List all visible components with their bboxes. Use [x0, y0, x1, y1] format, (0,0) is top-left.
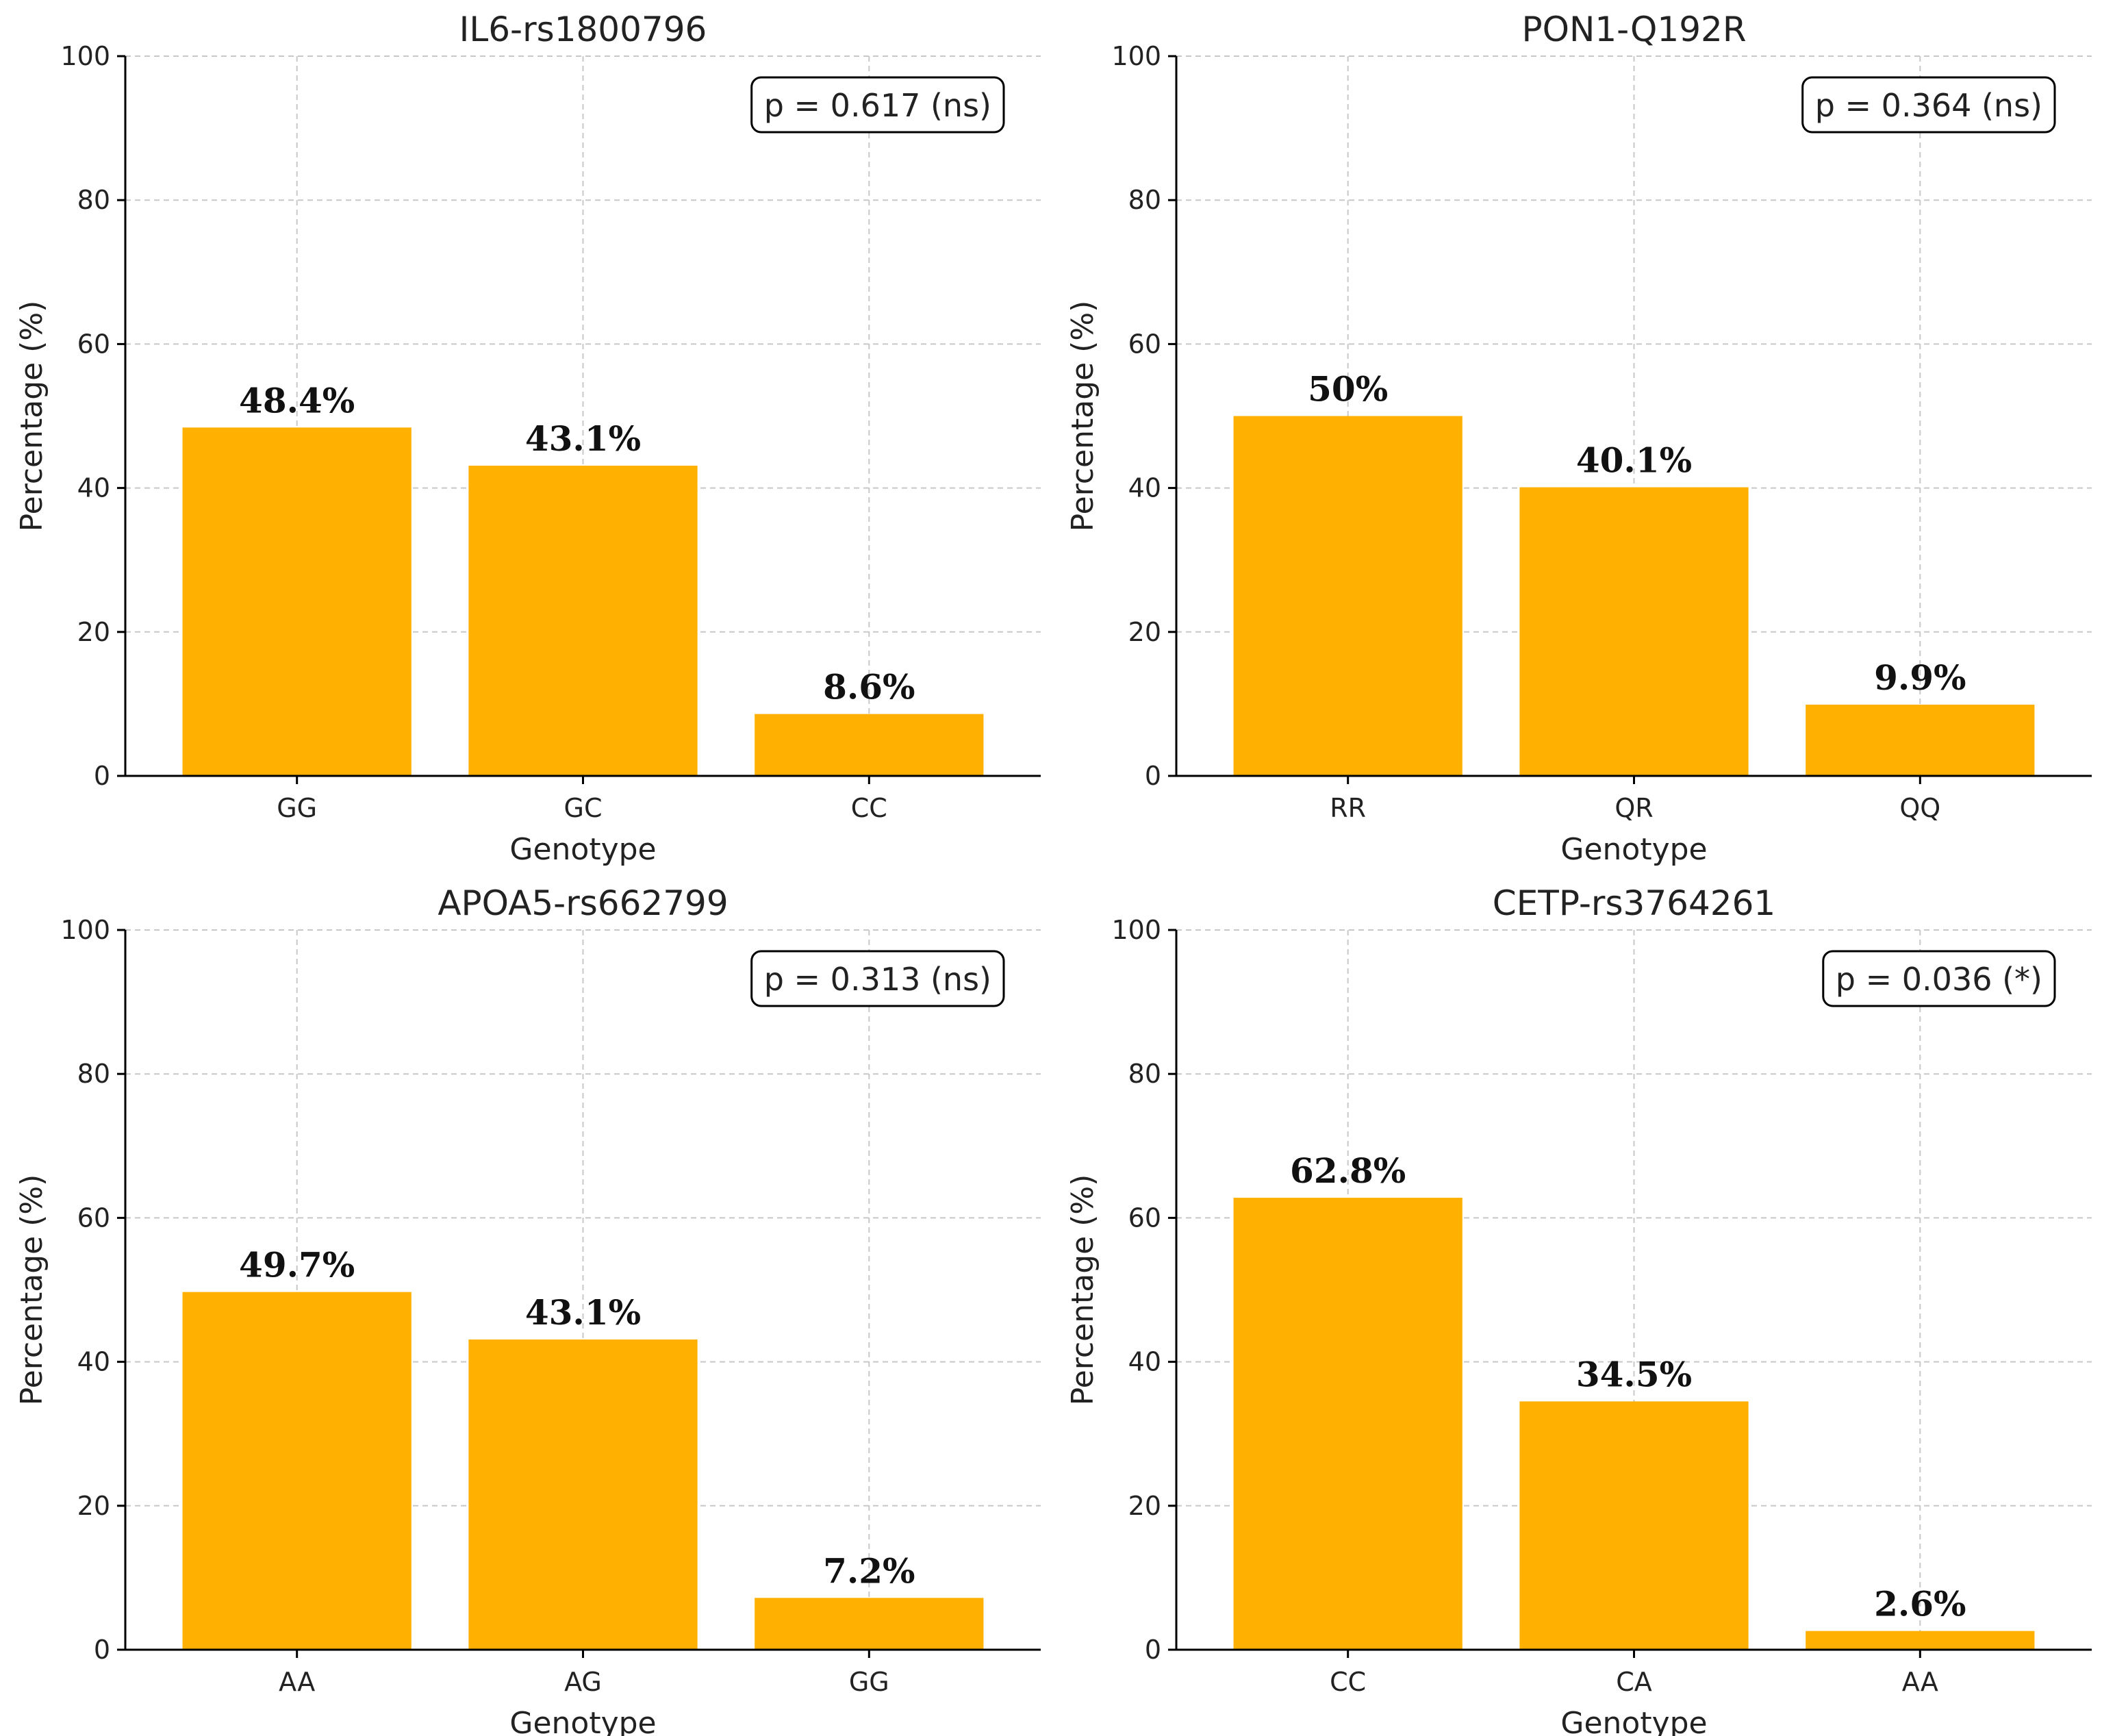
data-label: 62.8% [1290, 1150, 1406, 1191]
p-value-text: p = 0.364 (ns) [1815, 87, 2042, 124]
bar-aa [1806, 1631, 2035, 1650]
chart-title: CETP-rs3764261 [1493, 883, 1775, 923]
y-tick-label: 20 [1128, 1491, 1161, 1521]
data-label: 48.4% [239, 380, 355, 420]
x-tick-label: CA [1616, 1667, 1652, 1697]
p-value-annotation: p = 0.036 (*) [1822, 950, 2056, 1007]
chart-panel-2: 0 20 40 60 80 100 RR QR QQ 50% 40.1% 9.9% PON1-Q192R… [1065, 10, 2092, 867]
y-tick-label: 20 [1128, 617, 1161, 647]
p-value-annotation: p = 0.617 (ns) [750, 76, 1005, 134]
x-tick-label: QR [1615, 793, 1653, 823]
bar-aa [182, 1292, 411, 1650]
y-tick-label: 40 [1128, 473, 1161, 503]
chart-title: PON1-Q192R [1521, 10, 1746, 49]
chart-panel-4: 0 20 40 60 80 100 CC CA AA 62.8% 34.5% 2.6% CETP-rs3… [1065, 883, 2092, 1736]
data-label: 43.1% [525, 418, 641, 459]
x-tick-label: GC [564, 793, 603, 823]
p-value-box [1822, 950, 2056, 1007]
p-value-text: p = 0.617 (ns) [764, 87, 991, 124]
y-tick-label: 100 [60, 41, 110, 71]
y-tick-label: 80 [1128, 1059, 1161, 1089]
y-tick-label: 0 [94, 1635, 110, 1665]
bar-cc [1233, 1197, 1462, 1650]
x-axis-label: Genotype [1560, 832, 1707, 867]
data-label: 40.1% [1576, 440, 1692, 481]
y-tick-label: 80 [77, 1059, 110, 1089]
x-tick-label: AG [564, 1667, 602, 1697]
chart-panel-1: 0 20 40 60 80 100 GG GC CC 48.4% 43.1% 8.6% IL6-rs18… [14, 10, 1041, 867]
y-tick-label: 100 [1111, 41, 1161, 71]
bar-qr [1519, 487, 1749, 776]
data-label: 43.1% [525, 1292, 641, 1333]
x-tick-label: GG [277, 793, 317, 823]
x-axis-label: Genotype [1560, 1706, 1707, 1736]
y-tick-label: 100 [1111, 915, 1161, 945]
bar-gg [182, 427, 411, 776]
x-tick-label: CC [851, 793, 887, 823]
y-tick-label: 40 [1128, 1347, 1161, 1377]
y-tick-label: 20 [77, 1491, 110, 1521]
y-axis-label: Percentage (%) [14, 301, 49, 532]
x-tick-label: QQ [1899, 793, 1940, 823]
p-value-box [750, 76, 1005, 134]
x-axis-label: Genotype [509, 832, 656, 867]
bar-rr [1233, 416, 1462, 776]
chart-title: APOA5-rs662799 [438, 883, 728, 923]
chart-panel-3: 0 20 40 60 80 100 AA AG GG 49.7% 43.1% 7.2% APOA5-rs… [14, 883, 1041, 1736]
y-tick-label: 60 [1128, 329, 1161, 359]
data-label: 50% [1308, 369, 1388, 410]
chart-title: IL6-rs1800796 [459, 10, 707, 49]
p-value-annotation: p = 0.313 (ns) [750, 950, 1005, 1007]
x-tick-label: GG [849, 1667, 889, 1697]
data-label: 34.5% [1576, 1354, 1692, 1394]
x-tick-label: CC [1330, 1667, 1366, 1697]
y-tick-label: 40 [77, 473, 110, 503]
y-tick-label: 20 [77, 617, 110, 647]
data-label: 8.6% [823, 667, 915, 707]
y-tick-label: 60 [1128, 1203, 1161, 1233]
data-label: 2.6% [1874, 1584, 1966, 1624]
bar-ca [1519, 1401, 1749, 1650]
data-label: 49.7% [239, 1245, 355, 1285]
p-value-text: p = 0.313 (ns) [764, 961, 991, 998]
p-value-text: p = 0.036 (*) [1836, 961, 2042, 998]
y-tick-label: 40 [77, 1347, 110, 1377]
data-label: 7.2% [823, 1550, 915, 1591]
y-axis-label: Percentage (%) [1065, 301, 1100, 532]
y-tick-label: 80 [1128, 185, 1161, 215]
bar-gg [755, 1598, 984, 1650]
y-tick-label: 60 [77, 329, 110, 359]
y-tick-label: 0 [1145, 1635, 1161, 1665]
x-axis-label: Genotype [509, 1706, 656, 1736]
x-tick-label: RR [1330, 793, 1366, 823]
y-tick-label: 80 [77, 185, 110, 215]
bar-qq [1806, 704, 2035, 776]
bar-gc [468, 466, 698, 776]
y-tick-label: 100 [60, 915, 110, 945]
p-value-box [1801, 76, 2056, 134]
y-axis-label: Percentage (%) [1065, 1174, 1100, 1406]
bar-cc [755, 714, 984, 776]
x-tick-label: AA [279, 1667, 315, 1697]
x-tick-label: AA [1902, 1667, 1938, 1697]
y-axis-label: Percentage (%) [14, 1174, 49, 1406]
y-tick-label: 60 [77, 1203, 110, 1233]
y-tick-label: 0 [94, 761, 110, 791]
p-value-annotation: p = 0.364 (ns) [1801, 76, 2056, 134]
bar-ag [468, 1339, 698, 1650]
data-label: 9.9% [1874, 657, 1966, 698]
p-value-box [750, 950, 1005, 1007]
y-tick-label: 0 [1145, 761, 1161, 791]
